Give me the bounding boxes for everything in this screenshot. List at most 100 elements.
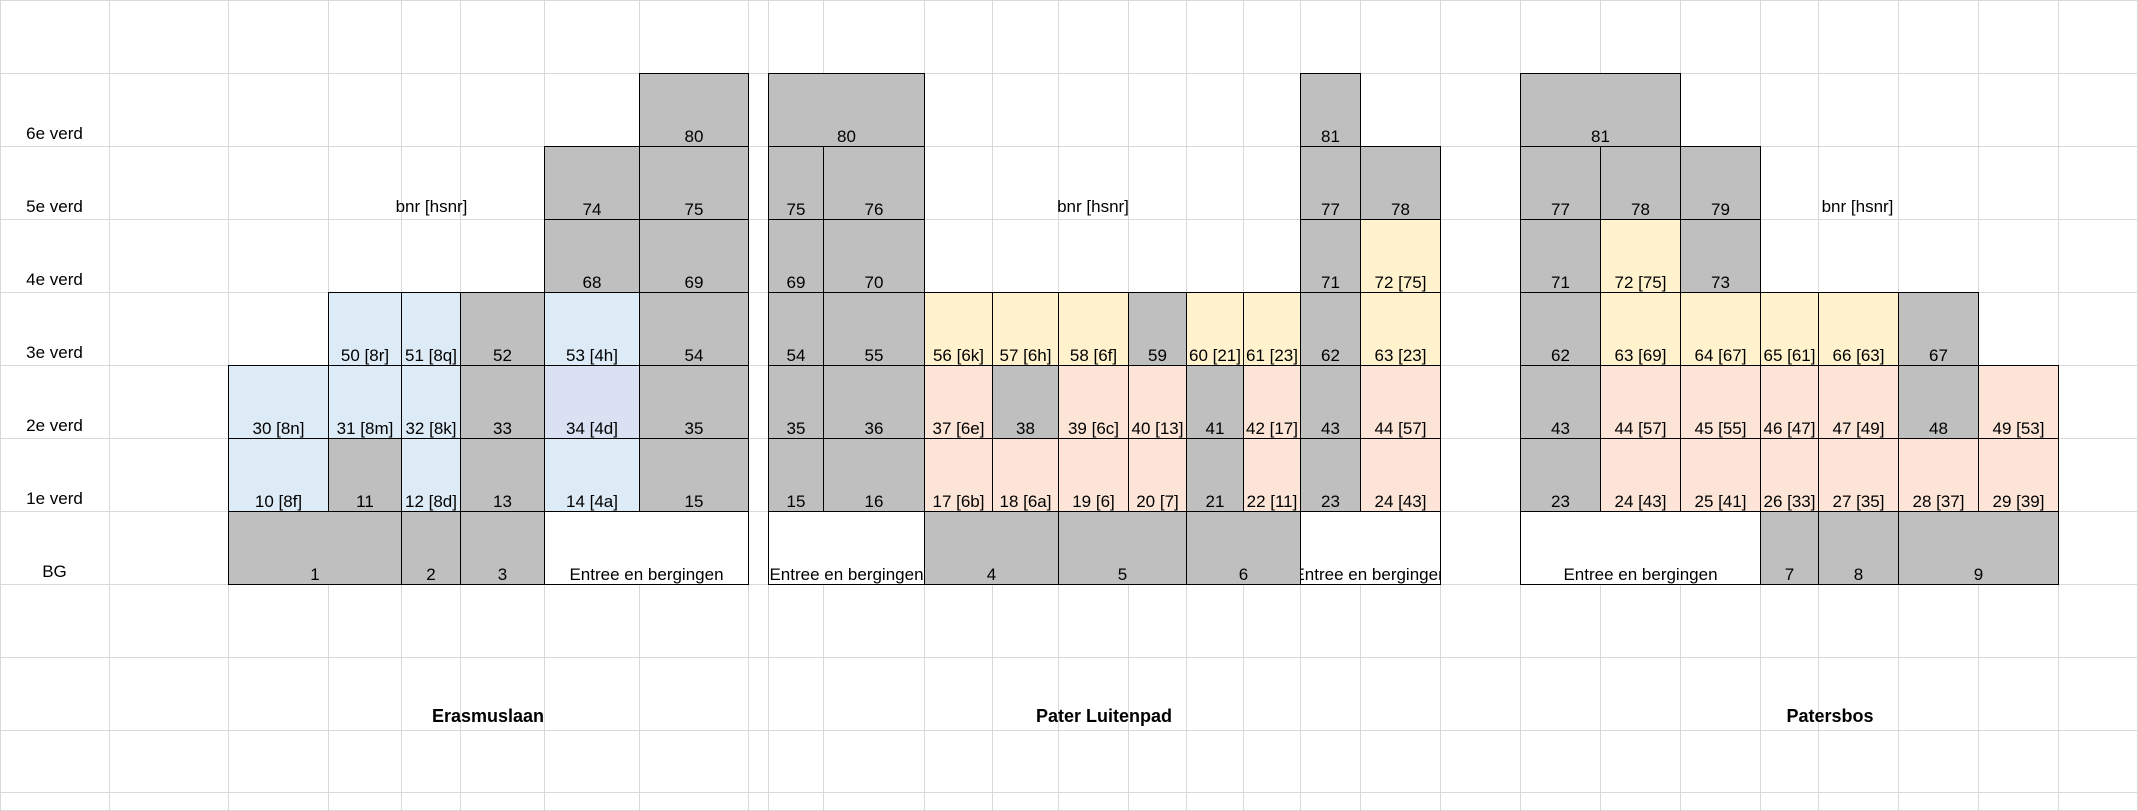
apartment-cell[interactable]: 33 xyxy=(460,365,545,439)
apartment-cell[interactable]: 7 xyxy=(1760,511,1819,585)
apartment-cell[interactable]: 11 xyxy=(328,438,402,512)
apartment-cell[interactable]: 23 xyxy=(1520,438,1601,512)
apartment-cell[interactable]: 57 [6h] xyxy=(992,292,1059,366)
apartment-cell[interactable]: 77 xyxy=(1520,146,1601,220)
apartment-cell[interactable]: 74 xyxy=(544,146,640,220)
apartment-cell[interactable]: 19 [6] xyxy=(1058,438,1129,512)
apartment-cell[interactable]: 39 [6c] xyxy=(1058,365,1129,439)
apartment-cell[interactable]: 27 [35] xyxy=(1818,438,1899,512)
apartment-cell[interactable]: 16 xyxy=(823,438,925,512)
entrance-cell[interactable]: Entree en bergingen xyxy=(768,511,925,585)
entrance-cell[interactable]: Entree en bergingen xyxy=(1520,511,1761,585)
apartment-cell[interactable]: 60 [21] xyxy=(1186,292,1244,366)
apartment-cell[interactable]: 10 [8f] xyxy=(228,438,329,512)
apartment-cell[interactable]: 6 xyxy=(1186,511,1301,585)
apartment-cell[interactable]: 59 xyxy=(1128,292,1187,366)
apartment-cell[interactable]: 73 xyxy=(1680,219,1761,293)
apartment-cell[interactable]: 51 [8q] xyxy=(401,292,461,366)
apartment-cell[interactable]: 26 [33] xyxy=(1760,438,1819,512)
apartment-cell[interactable]: 15 xyxy=(639,438,749,512)
apartment-cell[interactable]: 61 [23] xyxy=(1243,292,1301,366)
apartment-cell[interactable]: 56 [6k] xyxy=(924,292,993,366)
apartment-cell[interactable]: 80 xyxy=(768,73,925,147)
apartment-cell[interactable]: 1 xyxy=(228,511,402,585)
apartment-cell[interactable]: 62 xyxy=(1300,292,1361,366)
apartment-cell[interactable]: 52 xyxy=(460,292,545,366)
apartment-cell[interactable]: 69 xyxy=(639,219,749,293)
apartment-cell[interactable]: 58 [6f] xyxy=(1058,292,1129,366)
apartment-cell[interactable]: 44 [57] xyxy=(1360,365,1441,439)
apartment-cell[interactable]: 48 xyxy=(1898,365,1979,439)
apartment-cell[interactable]: 17 [6b] xyxy=(924,438,993,512)
apartment-cell[interactable]: 50 [8r] xyxy=(328,292,402,366)
apartment-cell[interactable]: 66 [63] xyxy=(1818,292,1899,366)
apartment-cell[interactable]: 45 [55] xyxy=(1680,365,1761,439)
apartment-cell[interactable]: 68 xyxy=(544,219,640,293)
apartment-cell[interactable]: 25 [41] xyxy=(1680,438,1761,512)
apartment-cell[interactable]: 30 [8n] xyxy=(228,365,329,439)
apartment-cell[interactable]: 2 xyxy=(401,511,461,585)
apartment-cell[interactable]: 35 xyxy=(768,365,824,439)
apartment-cell[interactable]: 24 [43] xyxy=(1360,438,1441,512)
apartment-cell[interactable]: 37 [6e] xyxy=(924,365,993,439)
apartment-cell[interactable]: 31 [8m] xyxy=(328,365,402,439)
apartment-cell[interactable]: 69 xyxy=(768,219,824,293)
apartment-cell[interactable]: 34 [4d] xyxy=(544,365,640,439)
apartment-cell[interactable]: 47 [49] xyxy=(1818,365,1899,439)
apartment-cell[interactable]: 4 xyxy=(924,511,1059,585)
apartment-cell[interactable]: 32 [8k] xyxy=(401,365,461,439)
apartment-cell[interactable]: 63 [23] xyxy=(1360,292,1441,366)
apartment-cell[interactable]: 75 xyxy=(639,146,749,220)
apartment-cell[interactable]: 70 xyxy=(823,219,925,293)
apartment-cell[interactable]: 54 xyxy=(639,292,749,366)
apartment-cell[interactable]: 65 [61] xyxy=(1760,292,1819,366)
apartment-cell[interactable]: 15 xyxy=(768,438,824,512)
apartment-cell[interactable]: 36 xyxy=(823,365,925,439)
apartment-cell[interactable]: 62 xyxy=(1520,292,1601,366)
apartment-cell[interactable]: 40 [13] xyxy=(1128,365,1187,439)
apartment-cell[interactable]: 43 xyxy=(1300,365,1361,439)
apartment-cell[interactable]: 54 xyxy=(768,292,824,366)
apartment-cell[interactable]: 53 [4h] xyxy=(544,292,640,366)
apartment-cell[interactable]: 38 xyxy=(992,365,1059,439)
apartment-cell[interactable]: 24 [43] xyxy=(1600,438,1681,512)
apartment-cell[interactable]: 71 xyxy=(1300,219,1361,293)
apartment-cell[interactable]: 43 xyxy=(1520,365,1601,439)
apartment-cell[interactable]: 71 xyxy=(1520,219,1601,293)
apartment-cell[interactable]: 8 xyxy=(1818,511,1899,585)
apartment-cell[interactable]: 75 xyxy=(768,146,824,220)
apartment-cell[interactable]: 41 xyxy=(1186,365,1244,439)
apartment-cell[interactable]: 12 [8d] xyxy=(401,438,461,512)
apartment-cell[interactable]: 3 xyxy=(460,511,545,585)
apartment-cell[interactable]: 80 xyxy=(639,73,749,147)
apartment-cell[interactable]: 22 [11] xyxy=(1243,438,1301,512)
apartment-cell[interactable]: 81 xyxy=(1300,73,1361,147)
apartment-cell[interactable]: 21 xyxy=(1186,438,1244,512)
apartment-cell[interactable]: 78 xyxy=(1600,146,1681,220)
apartment-cell[interactable]: 77 xyxy=(1300,146,1361,220)
apartment-cell[interactable]: 29 [39] xyxy=(1978,438,2059,512)
apartment-cell[interactable]: 13 xyxy=(460,438,545,512)
apartment-cell[interactable]: 9 xyxy=(1898,511,2059,585)
apartment-cell[interactable]: 5 xyxy=(1058,511,1187,585)
apartment-cell[interactable]: 67 xyxy=(1898,292,1979,366)
apartment-cell[interactable]: 64 [67] xyxy=(1680,292,1761,366)
apartment-cell[interactable]: 18 [6a] xyxy=(992,438,1059,512)
entrance-cell[interactable]: Entree en bergingen xyxy=(544,511,749,585)
apartment-cell[interactable]: 55 xyxy=(823,292,925,366)
apartment-cell[interactable]: 28 [37] xyxy=(1898,438,1979,512)
apartment-cell[interactable]: 72 [75] xyxy=(1360,219,1441,293)
apartment-cell[interactable]: 35 xyxy=(639,365,749,439)
apartment-cell[interactable]: 81 xyxy=(1520,73,1681,147)
apartment-cell[interactable]: 63 [69] xyxy=(1600,292,1681,366)
apartment-cell[interactable]: 23 xyxy=(1300,438,1361,512)
apartment-cell[interactable]: 14 [4a] xyxy=(544,438,640,512)
apartment-cell[interactable]: 42 [17] xyxy=(1243,365,1301,439)
apartment-cell[interactable]: 72 [75] xyxy=(1600,219,1681,293)
apartment-cell[interactable]: 79 xyxy=(1680,146,1761,220)
apartment-cell[interactable]: 46 [47] xyxy=(1760,365,1819,439)
apartment-cell[interactable]: 76 xyxy=(823,146,925,220)
apartment-cell[interactable]: 44 [57] xyxy=(1600,365,1681,439)
apartment-cell[interactable]: 49 [53] xyxy=(1978,365,2059,439)
entrance-cell[interactable]: Entree en bergingen xyxy=(1300,511,1441,585)
